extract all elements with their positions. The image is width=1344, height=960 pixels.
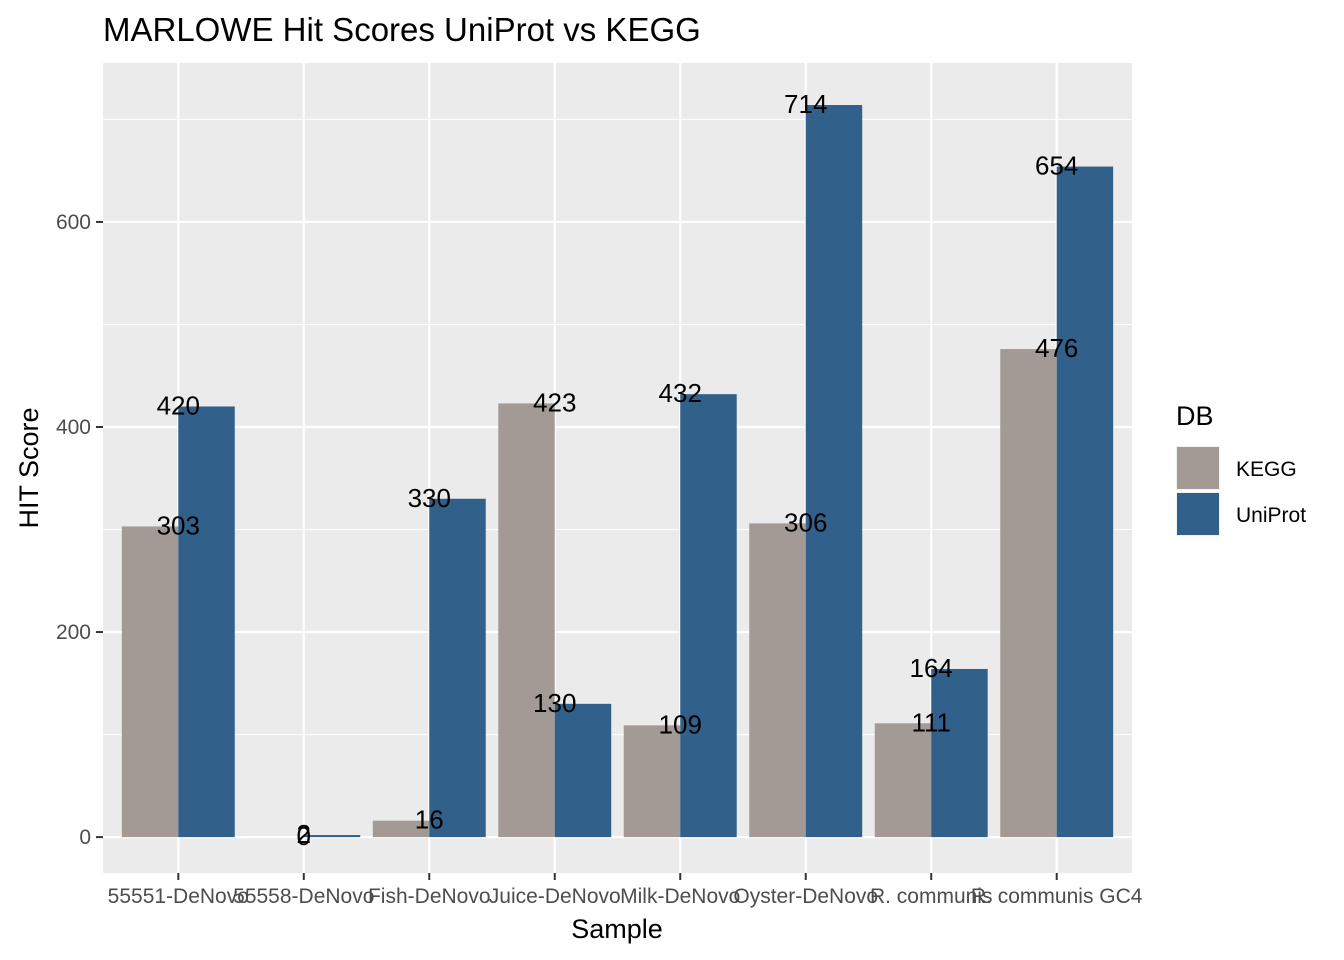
x-tick-label: Juice-DeNovo [489,885,621,908]
x-tick-label: Oyster-DeNovo [733,885,878,908]
data-label-uniprot-6: 714 [784,89,827,119]
y-axis: 0 200 400 600 [56,211,103,849]
data-label-uniprot-1: 420 [157,390,200,420]
x-tick-label: R. communis [870,885,993,908]
y-axis-title: HIT Score [14,407,44,528]
x-tick-label: 55558-DeNovo [233,885,374,908]
legend-label-uniprot: UniProt [1236,504,1306,527]
data-label-kegg-1: 303 [157,510,200,540]
bar-uniprot-2 [303,835,361,838]
x-axis: 55551-DeNovo55558-DeNovoFish-DeNovoJuice… [108,873,1143,908]
y-tick-label: 400 [56,416,91,439]
data-label-kegg-5: 109 [659,709,702,739]
bar-uniprot-7 [931,668,988,838]
legend: DB KEGG UniProt [1176,401,1306,536]
data-label-kegg-7: 111 [911,707,951,737]
bar-uniprot-6 [805,105,863,838]
data-label-uniprot-4: 130 [533,688,576,718]
bar-kegg-5 [623,725,681,838]
x-tick-label: Fish-DeNovo [368,885,491,908]
data-label-uniprot-8: 654 [1035,151,1078,181]
data-label-uniprot-5: 432 [659,378,702,408]
x-tick-label: 55551-DeNovo [108,885,249,908]
bar-uniprot-5 [680,394,737,838]
bar-uniprot-4 [554,703,612,838]
bar-kegg-1 [121,526,179,838]
bar-uniprot-3 [429,498,486,838]
x-tick-label: R. communis GC4 [971,885,1143,908]
bars [121,105,1114,838]
y-tick-label: 200 [56,621,91,644]
data-label-uniprot-2: 2 [297,819,311,849]
bar-kegg-8 [1000,349,1057,838]
bar-uniprot-1 [178,406,235,838]
bar-kegg-4 [498,403,555,838]
x-axis-title: Sample [571,914,663,944]
chart-title: MARLOWE Hit Scores UniProt vs KEGG [103,11,701,48]
data-label-kegg-2: 0 [297,821,311,851]
bar-kegg-7 [874,723,932,838]
legend-title: DB [1176,401,1214,431]
data-label-kegg-3: 16 [415,805,444,835]
bar-uniprot-8 [1056,166,1114,838]
x-tick-label: Milk-DeNovo [620,885,740,908]
legend-swatch-kegg [1177,447,1219,489]
bar-kegg-6 [749,523,806,838]
data-label-kegg-6: 306 [784,507,827,537]
data-label-uniprot-3: 330 [408,483,451,513]
data-label-kegg-8: 476 [1035,333,1078,363]
bar-kegg-3 [372,820,430,838]
data-label-kegg-4: 423 [533,387,576,417]
legend-label-kegg: KEGG [1236,458,1297,481]
y-tick-label: 600 [56,211,91,234]
y-tick-label: 0 [79,826,91,849]
data-labels: 303 0 16 423 109 306 111 476 420 2 330 130 432 714 164… [157,89,1079,851]
data-label-uniprot-7: 164 [910,653,953,683]
legend-swatch-uniprot [1177,493,1219,535]
